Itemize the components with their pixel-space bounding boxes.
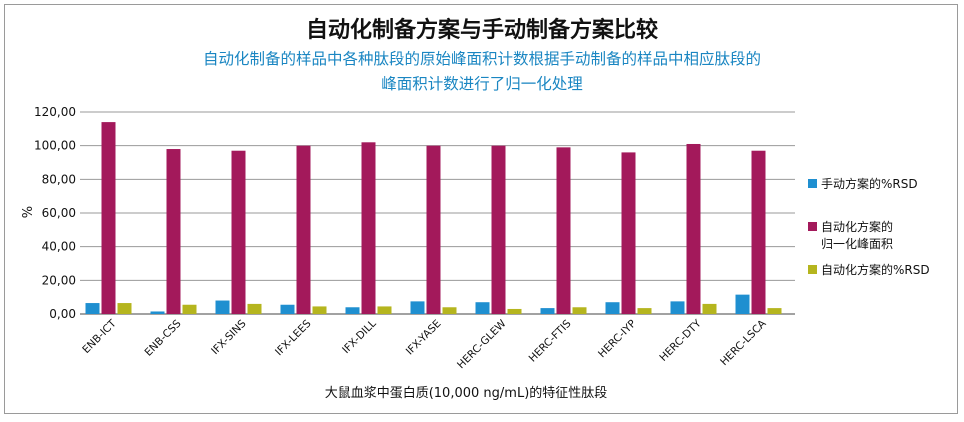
x-tick-label: IFX-SINS [209, 317, 249, 357]
bar [605, 302, 620, 314]
x-tick-label: IFX-YASE [404, 318, 444, 358]
x-tick-label: HERC-FTIS [527, 317, 574, 364]
x-tick-label: ENB-ICT [80, 317, 119, 356]
bar [735, 294, 750, 314]
bar [475, 302, 490, 314]
x-tick-label: IFX-DILL [340, 318, 379, 357]
bar [150, 311, 165, 314]
legend-label: 手动方案的%RSD [821, 176, 918, 191]
bar [361, 142, 376, 314]
legend-label: 归一化峰面积 [821, 237, 893, 251]
bar [117, 303, 132, 314]
y-tick-label: 80,00 [42, 172, 76, 186]
x-category-labels: ENB-ICT ENB-CSS IFX-SINS IFX-LEES IFX-DILL IF… [80, 317, 769, 371]
bar [767, 308, 782, 314]
y-tick-label: 0,00 [49, 307, 76, 321]
bars [85, 122, 782, 314]
x-tick-label: HERC-LSCA [718, 317, 769, 368]
bar [345, 307, 360, 314]
legend-label: 自动化方案的%RSD [821, 262, 930, 277]
x-tick-label: HERC-IYP [596, 318, 639, 361]
bar [231, 150, 246, 314]
chart-title: 自动化制备方案与手动制备方案比较 [305, 18, 658, 43]
bar [686, 143, 701, 314]
bar [426, 145, 441, 314]
y-tick-label: 20,00 [42, 273, 76, 287]
bar [247, 303, 262, 314]
bar [442, 307, 457, 314]
chart-subtitle-line-2: 峰面积计数进行了归一化处理 [381, 75, 583, 93]
bar [670, 301, 685, 314]
bar [702, 303, 717, 314]
chart-subtitle-line-1: 自动化制备的样品中各种肽段的原始峰面积计数根据手动制备的样品中相应肽段的 [202, 50, 761, 68]
y-tick-label: 60,00 [42, 206, 76, 220]
bar [377, 306, 392, 314]
x-tick-label: HERC-GLEW [455, 317, 509, 371]
bar [85, 303, 100, 314]
bar [556, 147, 571, 314]
bar [540, 308, 555, 314]
chart-frame [4, 4, 958, 414]
bar [166, 149, 181, 314]
y-tick-label: 100,00 [34, 139, 76, 153]
legend-swatch [808, 265, 817, 274]
y-tick-label: 120,00 [34, 105, 76, 119]
legend-swatch [808, 222, 817, 231]
y-axis-label: % [21, 206, 36, 218]
bar [296, 145, 311, 314]
bar [280, 304, 295, 314]
x-tick-label: IFX-LEES [273, 317, 314, 358]
bar [507, 308, 522, 314]
legend-swatch [808, 179, 817, 188]
bar [491, 145, 506, 314]
bar [572, 307, 587, 314]
bar [312, 306, 327, 314]
bar [751, 150, 766, 314]
x-tick-label: HERC-DTY [657, 317, 704, 364]
x-axis-label: 大鼠血浆中蛋白质(10,000 ng/mL)的特征性肽段 [325, 385, 608, 401]
legend-label: 自动化方案的 [821, 219, 893, 234]
bar [410, 301, 425, 314]
y-tick-label: 40,00 [42, 240, 76, 254]
bar [101, 122, 116, 314]
bar [637, 308, 652, 314]
x-tick-label: ENB-CSS [142, 317, 183, 358]
bar [621, 152, 636, 314]
bar [182, 304, 197, 314]
bar [215, 300, 230, 314]
y-tick-labels: 0,00 20,00 40,00 60,00 80,00 100,00 120,00 [34, 105, 76, 321]
